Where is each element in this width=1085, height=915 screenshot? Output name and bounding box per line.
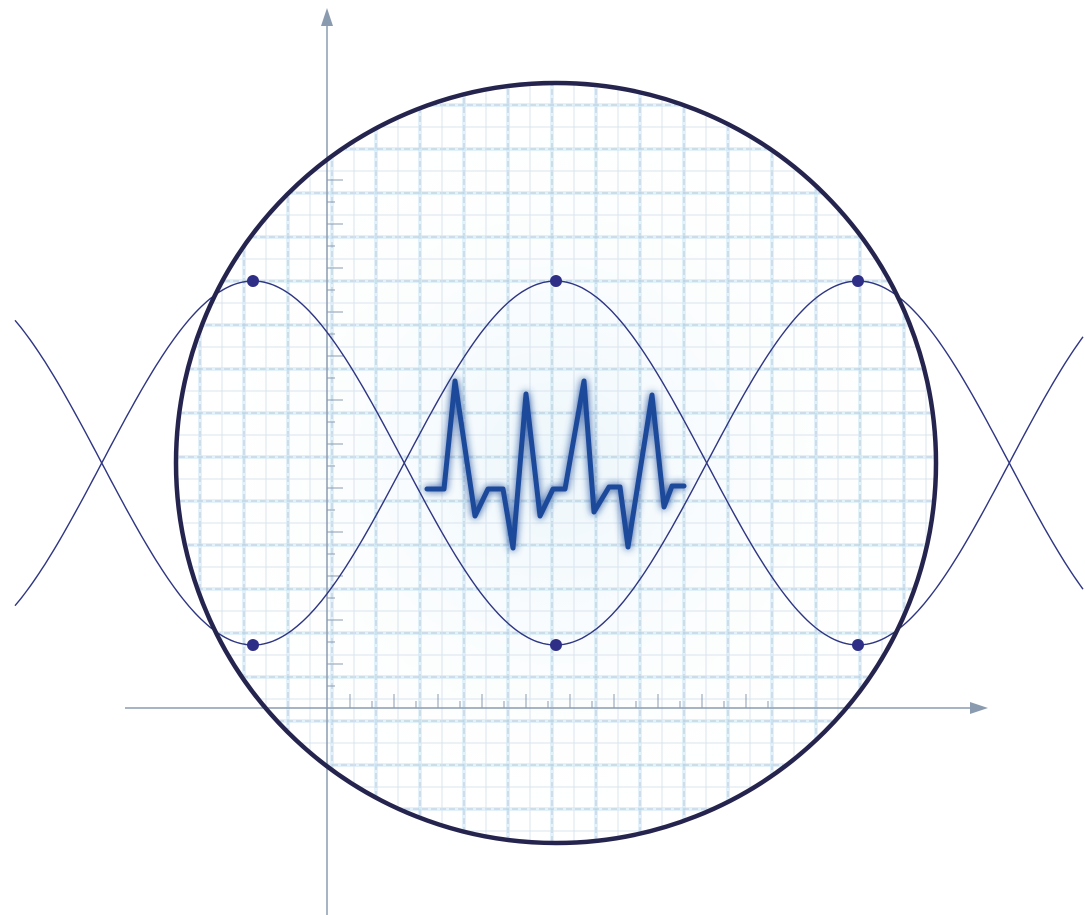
- wave-marker-trough: [247, 639, 259, 651]
- sine-wave: [14, 280, 1084, 646]
- arrow-right-icon: [970, 702, 988, 714]
- x-axis-ticks: [349, 694, 769, 708]
- y-axis-ticks: [327, 179, 343, 687]
- wave-markers: [247, 275, 864, 651]
- wave-marker-peak: [550, 275, 562, 287]
- arrow-up-icon: [321, 8, 333, 26]
- heartbeat-waveform-icon: [424, 378, 687, 551]
- wave-marker-peak: [247, 275, 259, 287]
- sine-waves: [14, 280, 1084, 646]
- sine-wave: [14, 280, 1084, 646]
- wave-marker-peak: [852, 275, 864, 287]
- grid: [178, 85, 934, 841]
- wave-marker-trough: [550, 639, 562, 651]
- frame-circle: [173, 80, 939, 846]
- wave-marker-trough: [852, 639, 864, 651]
